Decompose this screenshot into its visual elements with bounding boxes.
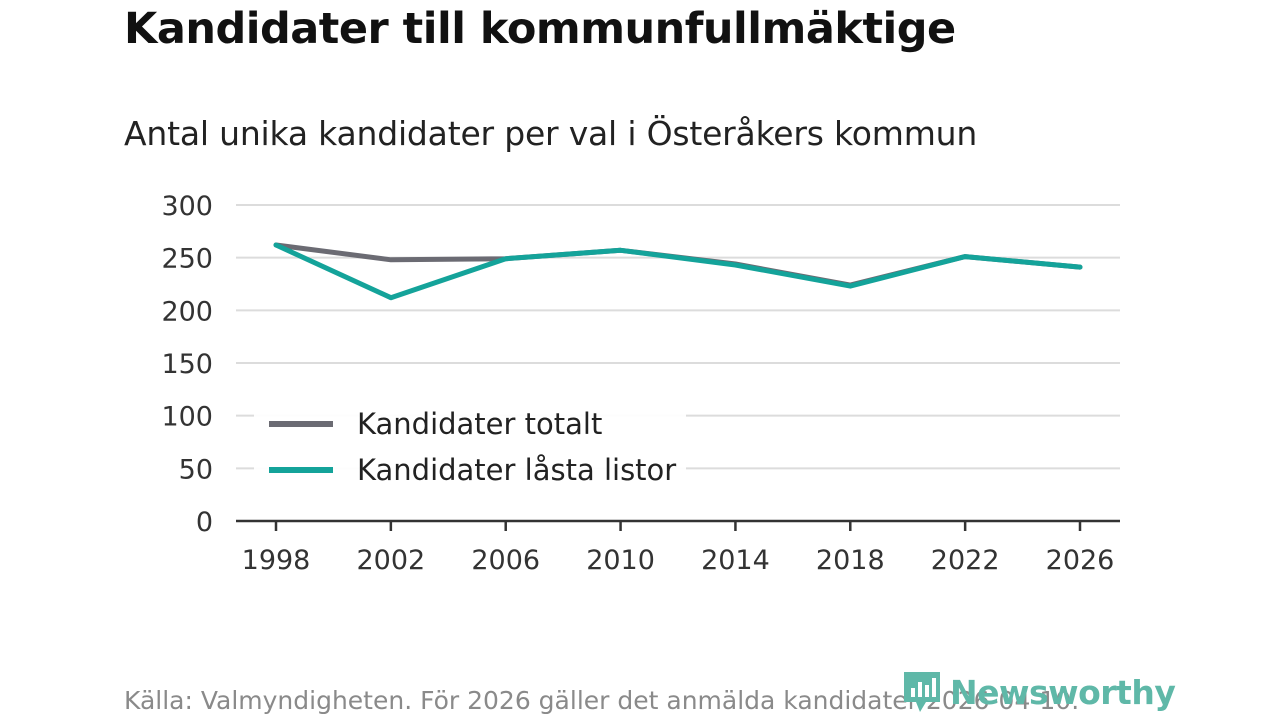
y-axis-tick-labels: 0 50 100 150 200 250 300: [161, 191, 213, 538]
legend: Kandidater totalt Kandidater låsta listor: [254, 405, 686, 499]
y-tick-label: 150: [161, 349, 213, 380]
x-axis: [236, 519, 1120, 531]
x-tick-label: 2010: [586, 545, 655, 576]
brand-name: Newsworthy: [950, 672, 1176, 712]
x-tick-label: 2006: [471, 545, 540, 576]
y-tick-label: 300: [161, 191, 213, 222]
series-line-1: [273, 242, 1083, 288]
legend-background: [254, 405, 686, 499]
chart-title: Kandidater till kommunfullmäktige: [124, 4, 956, 54]
y-tick-label: 0: [196, 507, 213, 538]
line-chart: 0 50 100 150 200 250 300 1998 2002 2006 2010 2014 2…: [161, 191, 1120, 576]
x-tick-label: 1998: [242, 545, 311, 576]
y-tick-label: 100: [161, 402, 213, 433]
x-tick-label: 2002: [356, 545, 425, 576]
x-tick-label: 2014: [701, 545, 770, 576]
x-tick-label: 2026: [1046, 545, 1115, 576]
legend-label: Kandidater låsta listor: [357, 453, 676, 487]
legend-label: Kandidater totalt: [357, 407, 602, 441]
y-tick-label: 50: [179, 454, 213, 485]
x-tick-label: 2022: [931, 545, 1000, 576]
newsworthy-logo-icon: [904, 672, 940, 712]
x-tick-label: 2018: [816, 545, 885, 576]
y-tick-label: 250: [161, 244, 213, 275]
x-axis-tick-labels: 1998 2002 2006 2010 2014 2018 2022 2026: [242, 545, 1115, 576]
chart-subtitle: Antal unika kandidater per val i Österåk…: [124, 114, 978, 153]
series-lines: [273, 242, 1083, 301]
series-line-2: [273, 242, 1083, 301]
brand-logo[interactable]: Newsworthy: [902, 670, 1176, 714]
y-tick-label: 200: [161, 296, 213, 327]
